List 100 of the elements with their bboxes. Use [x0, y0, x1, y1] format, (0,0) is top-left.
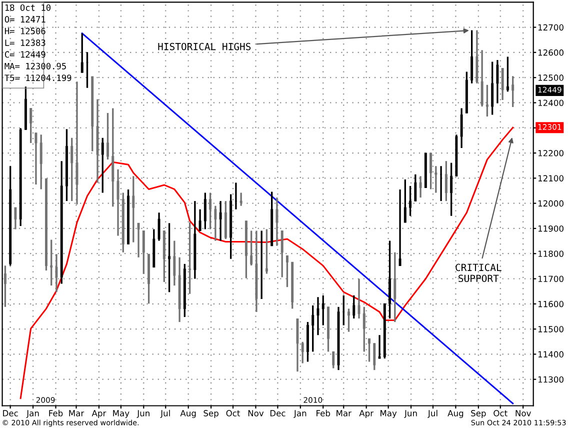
candlestick: [362, 306, 366, 353]
candlestick: [214, 204, 217, 242]
annotation: HISTORICAL HIGHS: [158, 42, 251, 50]
annotation: H= 12506: [4, 28, 46, 34]
candlestick: [358, 278, 360, 320]
y-tick-label: 11300: [538, 376, 564, 383]
x-tick-label: Feb: [316, 410, 330, 416]
x-tick-label: Jun: [404, 410, 417, 418]
x-tick-label: Mar: [336, 410, 352, 416]
x-tick-label: Feb: [49, 410, 63, 416]
candlestick: [480, 49, 484, 108]
candlestick: [430, 152, 432, 190]
candlestick: [512, 75, 514, 108]
candlestick: [286, 254, 288, 288]
x-tick-label: Aug: [448, 410, 464, 418]
candlestick: [460, 107, 463, 149]
candlestick: [496, 59, 499, 104]
y-tick-label: 12700: [538, 24, 564, 31]
y-tick-label: 11600: [538, 300, 564, 308]
candlestick: [280, 230, 284, 278]
y-tick-label: 11400: [538, 351, 564, 358]
y-tick-label: 11800: [538, 250, 564, 257]
x-tick-label: Mar: [69, 410, 84, 416]
candlestick: [501, 67, 504, 101]
candlestick: [50, 238, 53, 286]
candlestick: [101, 137, 104, 194]
candlestick: [276, 196, 278, 247]
candlestick: [316, 296, 320, 336]
candlestick: [106, 112, 109, 160]
x-tick-label: May: [380, 410, 397, 418]
x-tick-label: Jul: [160, 410, 170, 418]
annotation: T5= 11204.199: [4, 74, 72, 82]
candlestick: [188, 222, 192, 295]
x-tick-label: Jul: [428, 410, 438, 418]
y-tick-label: 12600: [538, 49, 564, 56]
x-tick-label: Aug: [180, 410, 196, 418]
y-tick-label: 12400: [538, 100, 564, 106]
y-tick-label: 12000: [538, 200, 564, 207]
x-tick-label: Sep: [471, 410, 486, 418]
candlestick: [404, 178, 406, 224]
candlestick: [30, 107, 32, 144]
candlestick: [70, 137, 74, 202]
x-tick-label: Apr: [359, 410, 374, 418]
x-tick-label: Oct: [226, 410, 240, 416]
x-tick-label: Nov: [516, 410, 531, 416]
x-tick-label: Jun: [136, 410, 150, 418]
candlestick: [198, 208, 202, 232]
candlestick: [394, 252, 396, 323]
candlestick: [250, 230, 253, 266]
annotation: 18 Oct 10: [5, 4, 50, 11]
candlestick: [506, 56, 509, 92]
candlestick: [398, 188, 402, 267]
candlestick: [470, 29, 474, 84]
candlestick: [378, 334, 381, 360]
x-tick-label: Jan: [26, 410, 39, 418]
candlestick: [322, 294, 324, 326]
candlestick: [34, 132, 38, 186]
candlestick: [419, 175, 422, 198]
x-tick-label: Sep: [204, 410, 218, 418]
line-series: [20, 126, 514, 399]
annotation: C= 12449: [4, 51, 46, 58]
candlestick: [40, 134, 42, 190]
candlestick: [234, 182, 238, 210]
x-tick-label: Dec: [3, 410, 18, 416]
candlestick: [352, 294, 356, 320]
candlestick: [4, 264, 6, 308]
candlestick: [132, 175, 135, 244]
candlestick: [409, 185, 412, 217]
candlestick: [327, 306, 330, 353]
candlestick: [486, 84, 488, 118]
candlestick: [116, 168, 120, 237]
x-tick-label: Nov: [248, 410, 264, 416]
candlestick: [204, 192, 206, 230]
candlestick: [491, 60, 494, 116]
candlestick: [158, 212, 160, 242]
candlestick: [219, 200, 222, 242]
candlestick: [168, 222, 171, 293]
candlestick: [450, 162, 453, 217]
candlestick: [240, 192, 242, 207]
candlestick: [332, 350, 335, 370]
annotation: O= 12471: [4, 16, 46, 23]
candlestick: [76, 80, 78, 206]
x-tick-label: Jan: [294, 410, 306, 418]
y-tick-label: 11500: [538, 326, 564, 332]
x-tick-label: Dec: [270, 410, 286, 416]
y-tick-label: 11700: [538, 276, 564, 282]
candlestick: [348, 308, 350, 333]
candlestick: [137, 222, 140, 258]
y-tick-label: 12500: [538, 74, 564, 81]
candlestick: [14, 206, 17, 230]
candlestick: [80, 32, 84, 74]
candlestick: [55, 253, 58, 293]
annotation: L= 12383: [5, 39, 46, 46]
candlestick: [142, 230, 145, 275]
x-tick-label: Oct: [494, 410, 508, 416]
candlestick: [342, 294, 345, 326]
annotation: CRITICAL SUPPORT: [456, 264, 502, 282]
candlestick: [414, 174, 417, 202]
candlestick: [312, 304, 314, 353]
candlestick: [301, 341, 304, 364]
